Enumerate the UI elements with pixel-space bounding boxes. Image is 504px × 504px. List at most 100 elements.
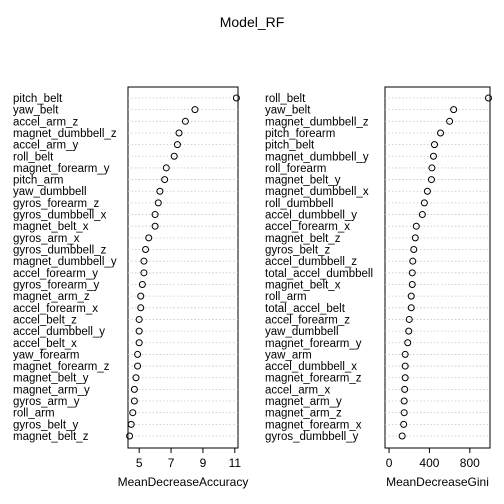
- accuracy-x-tick-label: 5: [136, 456, 143, 470]
- accuracy-data-point: [151, 222, 159, 230]
- gini-data-point: [405, 327, 413, 335]
- gini-data-point: [484, 94, 492, 102]
- gini-category-label: yaw_dumbbell: [265, 326, 339, 338]
- gini-x-tick-label: 400: [419, 456, 439, 470]
- gini-category-label: magnet_belt_x: [265, 279, 341, 291]
- accuracy-data-point: [140, 269, 148, 277]
- accuracy-category-label: pitch_arm: [13, 175, 64, 187]
- accuracy-data-point: [181, 117, 189, 125]
- accuracy-data-point: [156, 187, 164, 195]
- accuracy-category-label: yaw_forearm: [13, 349, 79, 361]
- accuracy-data-point: [175, 129, 183, 137]
- gini-category-label: roll_belt: [265, 93, 306, 105]
- accuracy-data-point: [130, 385, 138, 393]
- gini-category-label: magnet_dumbbell_y: [265, 151, 369, 163]
- gini-category-label: magnet_belt_y: [265, 175, 341, 187]
- gini-data-point: [412, 222, 420, 230]
- accuracy-category-label: gyros_dumbbell_z: [13, 245, 107, 257]
- accuracy-data-point: [134, 350, 142, 358]
- accuracy-data-point: [154, 199, 162, 207]
- gini-category-label: accel_forearm_x: [265, 221, 350, 233]
- gini-data-point: [427, 176, 435, 184]
- gini-data-point: [404, 339, 412, 347]
- gini-category-label: yaw_belt: [265, 105, 311, 117]
- gini-data-point: [450, 106, 458, 114]
- gini-plot-frame: [384, 86, 491, 449]
- accuracy-data-point: [129, 409, 137, 417]
- accuracy-data-point: [137, 292, 145, 300]
- accuracy-data-point: [170, 152, 178, 160]
- accuracy-data-point: [130, 397, 138, 405]
- gini-category-label: gyros_belt_z: [265, 245, 330, 257]
- gini-data-point: [407, 292, 415, 300]
- gini-data-point: [401, 362, 409, 370]
- accuracy-category-label: magnet_dumbbell_y: [13, 256, 117, 268]
- accuracy-data-point: [127, 420, 135, 428]
- accuracy-data-point: [132, 374, 140, 382]
- accuracy-plot-frame: [127, 86, 239, 449]
- accuracy-category-label: magnet_forearm_y: [13, 163, 110, 175]
- accuracy-category-label: pitch_belt: [13, 93, 63, 105]
- accuracy-category-label: magnet_belt_y: [13, 373, 89, 385]
- gini-data-point: [400, 409, 408, 417]
- gini-data-point: [407, 304, 415, 312]
- gini-category-label: accel_dumbbell_y: [265, 210, 357, 222]
- accuracy-x-tick-label: 11: [229, 456, 242, 470]
- gini-category-label: magnet_arm_y: [265, 396, 342, 408]
- gini-category-label: magnet_dumbbell_x: [265, 186, 369, 198]
- accuracy-data-point: [135, 339, 143, 347]
- accuracy-data-point: [161, 176, 169, 184]
- accuracy-data-point: [162, 164, 170, 172]
- gini-category-label: magnet_belt_z: [265, 233, 341, 245]
- gini-category-label: roll_arm: [265, 291, 307, 303]
- accuracy-data-point: [142, 246, 150, 254]
- gini-category-label: yaw_arm: [265, 349, 312, 361]
- gini-data-point: [411, 234, 419, 242]
- accuracy-data-point: [134, 362, 142, 370]
- accuracy-category-label: accel_arm_y: [13, 140, 78, 152]
- gini-data-point: [429, 152, 437, 160]
- gini-data-point: [420, 199, 428, 207]
- gini-data-point: [401, 385, 409, 393]
- accuracy-category-label: magnet_arm_y: [13, 384, 90, 396]
- accuracy-category-label: yaw_belt: [13, 105, 59, 117]
- gini-data-point: [437, 129, 445, 137]
- gini-category-label: pitch_forearm: [265, 128, 335, 140]
- accuracy-category-label: gyros_arm_y: [13, 396, 80, 408]
- gini-data-point: [405, 315, 413, 323]
- gini-category-label: roll_dumbbell: [265, 198, 333, 210]
- accuracy-data-point: [151, 211, 159, 219]
- gini-category-label: pitch_belt: [265, 140, 315, 152]
- accuracy-data-point: [191, 106, 199, 114]
- gini-panel: roll_beltyaw_beltmagnet_dumbbell_zpitch_…: [265, 86, 492, 489]
- gini-category-label: gyros_dumbbell_y: [265, 431, 359, 443]
- accuracy-category-label: magnet_belt_z: [13, 431, 89, 443]
- gini-category-label: accel_dumbbell_x: [265, 361, 357, 373]
- gini-x-axis-label: MeanDecreaseGini: [386, 475, 489, 489]
- accuracy-category-label: roll_belt: [13, 151, 54, 163]
- accuracy-data-point: [126, 432, 134, 440]
- accuracy-x-tick-label: 7: [168, 456, 175, 470]
- gini-data-point: [401, 350, 409, 358]
- accuracy-data-point: [135, 327, 143, 335]
- gini-data-point: [408, 269, 416, 277]
- gini-category-label: magnet_forearm_y: [265, 338, 362, 350]
- accuracy-panel: pitch_beltyaw_beltaccel_arm_zmagnet_dumb…: [13, 86, 248, 489]
- accuracy-category-label: magnet_belt_x: [13, 221, 89, 233]
- accuracy-category-label: accel_forearm_x: [13, 303, 98, 315]
- accuracy-category-label: gyros_forearm_z: [13, 198, 100, 210]
- gini-data-point: [410, 246, 418, 254]
- gini-data-point: [400, 397, 408, 405]
- accuracy-category-label: yaw_dumbbell: [13, 186, 87, 198]
- accuracy-category-label: accel_belt_x: [13, 338, 77, 350]
- accuracy-category-label: gyros_arm_x: [13, 233, 80, 245]
- accuracy-data-point: [140, 257, 148, 265]
- gini-data-point: [446, 117, 454, 125]
- gini-category-label: magnet_forearm_z: [265, 373, 362, 385]
- accuracy-category-label: accel_forearm_y: [13, 268, 98, 280]
- gini-category-label: magnet_dumbbell_z: [265, 116, 369, 128]
- accuracy-data-point: [138, 280, 146, 288]
- gini-category-label: roll_forearm: [265, 163, 326, 175]
- chart-title: Model_RF: [220, 14, 285, 30]
